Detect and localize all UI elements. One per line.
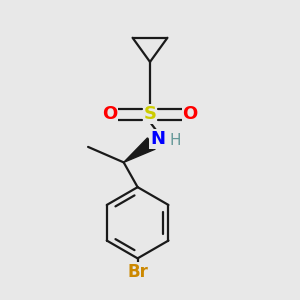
Text: N: N — [150, 130, 165, 148]
Text: S: S — [143, 105, 157, 123]
Text: O: O — [102, 105, 117, 123]
Text: Br: Br — [127, 263, 148, 281]
Text: H: H — [169, 133, 181, 148]
Text: O: O — [183, 105, 198, 123]
Polygon shape — [124, 138, 155, 162]
